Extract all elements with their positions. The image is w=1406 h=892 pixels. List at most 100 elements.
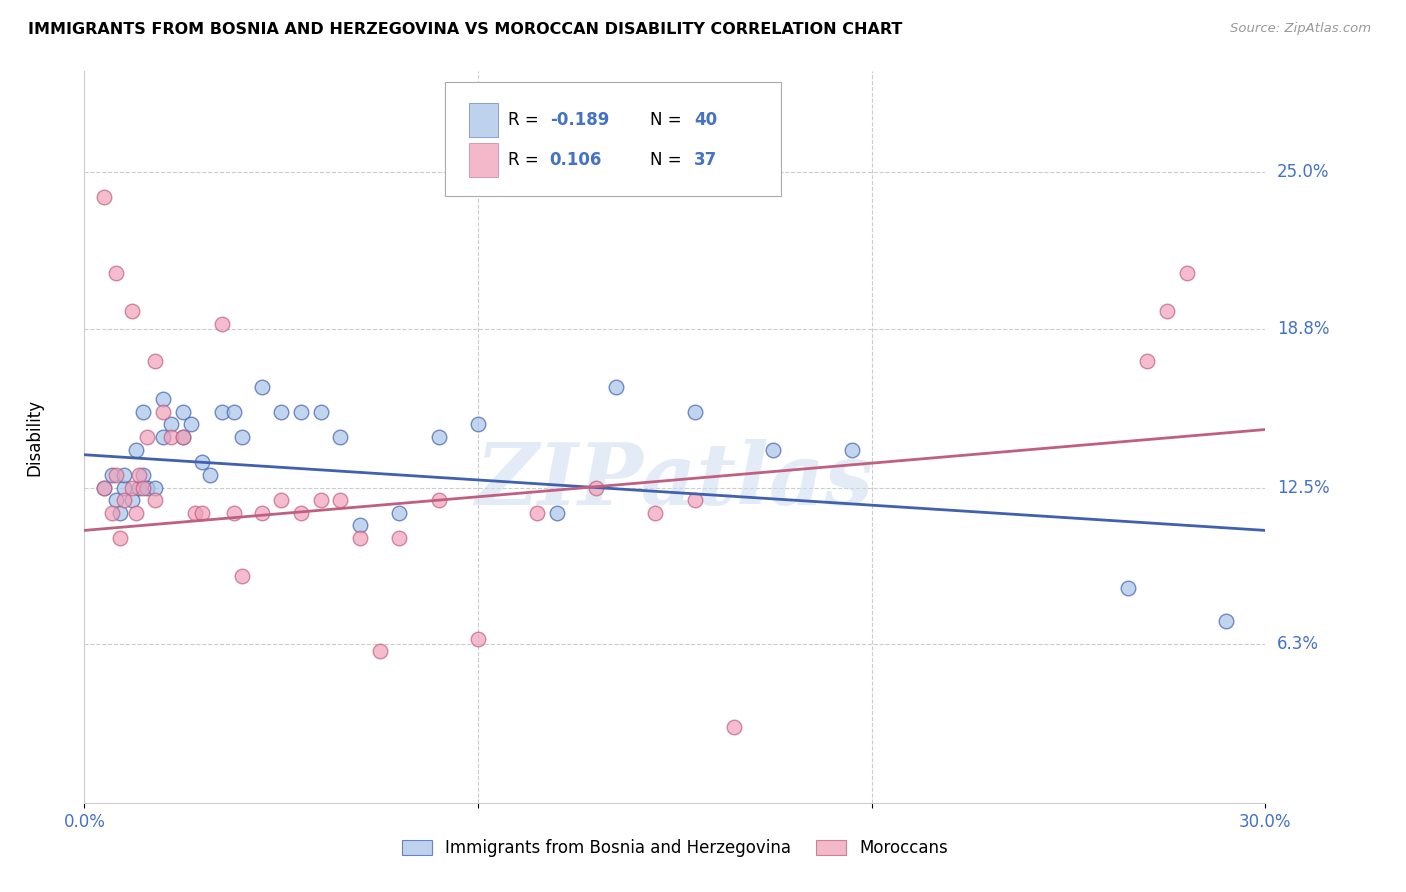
- Point: [101, 506, 124, 520]
- Text: 0.106: 0.106: [550, 151, 602, 169]
- Point: [231, 569, 253, 583]
- Text: 12.5%: 12.5%: [1277, 478, 1330, 497]
- Point: [605, 379, 627, 393]
- Point: [1156, 304, 1178, 318]
- Point: [132, 405, 155, 419]
- Point: [104, 266, 127, 280]
- Point: [200, 467, 222, 482]
- Text: 18.8%: 18.8%: [1277, 319, 1330, 338]
- Point: [526, 506, 548, 520]
- Text: 37: 37: [693, 151, 717, 169]
- Point: [93, 481, 115, 495]
- Text: 25.0%: 25.0%: [1277, 163, 1330, 181]
- Point: [128, 467, 150, 482]
- Point: [152, 392, 174, 407]
- Text: N =: N =: [650, 151, 688, 169]
- Point: [388, 531, 411, 545]
- Point: [128, 481, 150, 495]
- Text: 6.3%: 6.3%: [1277, 635, 1319, 653]
- Text: 40: 40: [693, 111, 717, 128]
- Point: [546, 506, 568, 520]
- Point: [191, 455, 214, 469]
- Text: IMMIGRANTS FROM BOSNIA AND HERZEGOVINA VS MOROCCAN DISABILITY CORRELATION CHART: IMMIGRANTS FROM BOSNIA AND HERZEGOVINA V…: [28, 22, 903, 37]
- Point: [585, 481, 607, 495]
- Point: [762, 442, 785, 457]
- Point: [1215, 614, 1237, 628]
- Point: [93, 481, 115, 495]
- Legend: Immigrants from Bosnia and Herzegovina, Moroccans: Immigrants from Bosnia and Herzegovina, …: [395, 832, 955, 864]
- Point: [143, 493, 166, 508]
- Point: [132, 481, 155, 495]
- Point: [172, 430, 194, 444]
- Point: [467, 632, 489, 646]
- Point: [124, 442, 146, 457]
- Point: [427, 493, 450, 508]
- Point: [211, 317, 233, 331]
- Point: [1116, 582, 1139, 596]
- Point: [143, 481, 166, 495]
- Point: [388, 506, 411, 520]
- Point: [1136, 354, 1159, 368]
- FancyBboxPatch shape: [470, 103, 498, 137]
- Point: [270, 405, 292, 419]
- Text: N =: N =: [650, 111, 688, 128]
- Point: [112, 467, 135, 482]
- Point: [723, 720, 745, 734]
- Point: [112, 481, 135, 495]
- Point: [349, 531, 371, 545]
- Point: [683, 405, 706, 419]
- Text: R =: R =: [509, 111, 544, 128]
- Point: [143, 354, 166, 368]
- Point: [290, 405, 312, 419]
- Text: Source: ZipAtlas.com: Source: ZipAtlas.com: [1230, 22, 1371, 36]
- Point: [121, 304, 143, 318]
- Point: [172, 430, 194, 444]
- Point: [427, 430, 450, 444]
- Point: [104, 493, 127, 508]
- Point: [191, 506, 214, 520]
- Point: [93, 190, 115, 204]
- Point: [121, 481, 143, 495]
- Point: [211, 405, 233, 419]
- Point: [290, 506, 312, 520]
- Point: [136, 430, 159, 444]
- Point: [124, 506, 146, 520]
- Point: [183, 506, 205, 520]
- Point: [309, 405, 332, 419]
- Point: [104, 467, 127, 482]
- Point: [108, 531, 131, 545]
- FancyBboxPatch shape: [444, 82, 782, 195]
- Point: [644, 506, 666, 520]
- FancyBboxPatch shape: [470, 143, 498, 178]
- Point: [309, 493, 332, 508]
- Text: ZIPatlas: ZIPatlas: [475, 439, 875, 523]
- Point: [467, 417, 489, 432]
- Text: Disability: Disability: [25, 399, 44, 475]
- Point: [270, 493, 292, 508]
- Point: [1175, 266, 1198, 280]
- Point: [329, 430, 352, 444]
- Point: [368, 644, 391, 658]
- Point: [160, 430, 183, 444]
- Text: -0.189: -0.189: [550, 111, 609, 128]
- Point: [250, 506, 273, 520]
- Point: [349, 518, 371, 533]
- Text: R =: R =: [509, 151, 544, 169]
- Point: [132, 467, 155, 482]
- Point: [841, 442, 863, 457]
- Point: [222, 405, 245, 419]
- Point: [136, 481, 159, 495]
- Point: [108, 506, 131, 520]
- Point: [180, 417, 202, 432]
- Point: [250, 379, 273, 393]
- Point: [231, 430, 253, 444]
- Point: [222, 506, 245, 520]
- Point: [160, 417, 183, 432]
- Point: [172, 405, 194, 419]
- Point: [121, 493, 143, 508]
- Point: [683, 493, 706, 508]
- Point: [112, 493, 135, 508]
- Point: [152, 405, 174, 419]
- Point: [329, 493, 352, 508]
- Point: [101, 467, 124, 482]
